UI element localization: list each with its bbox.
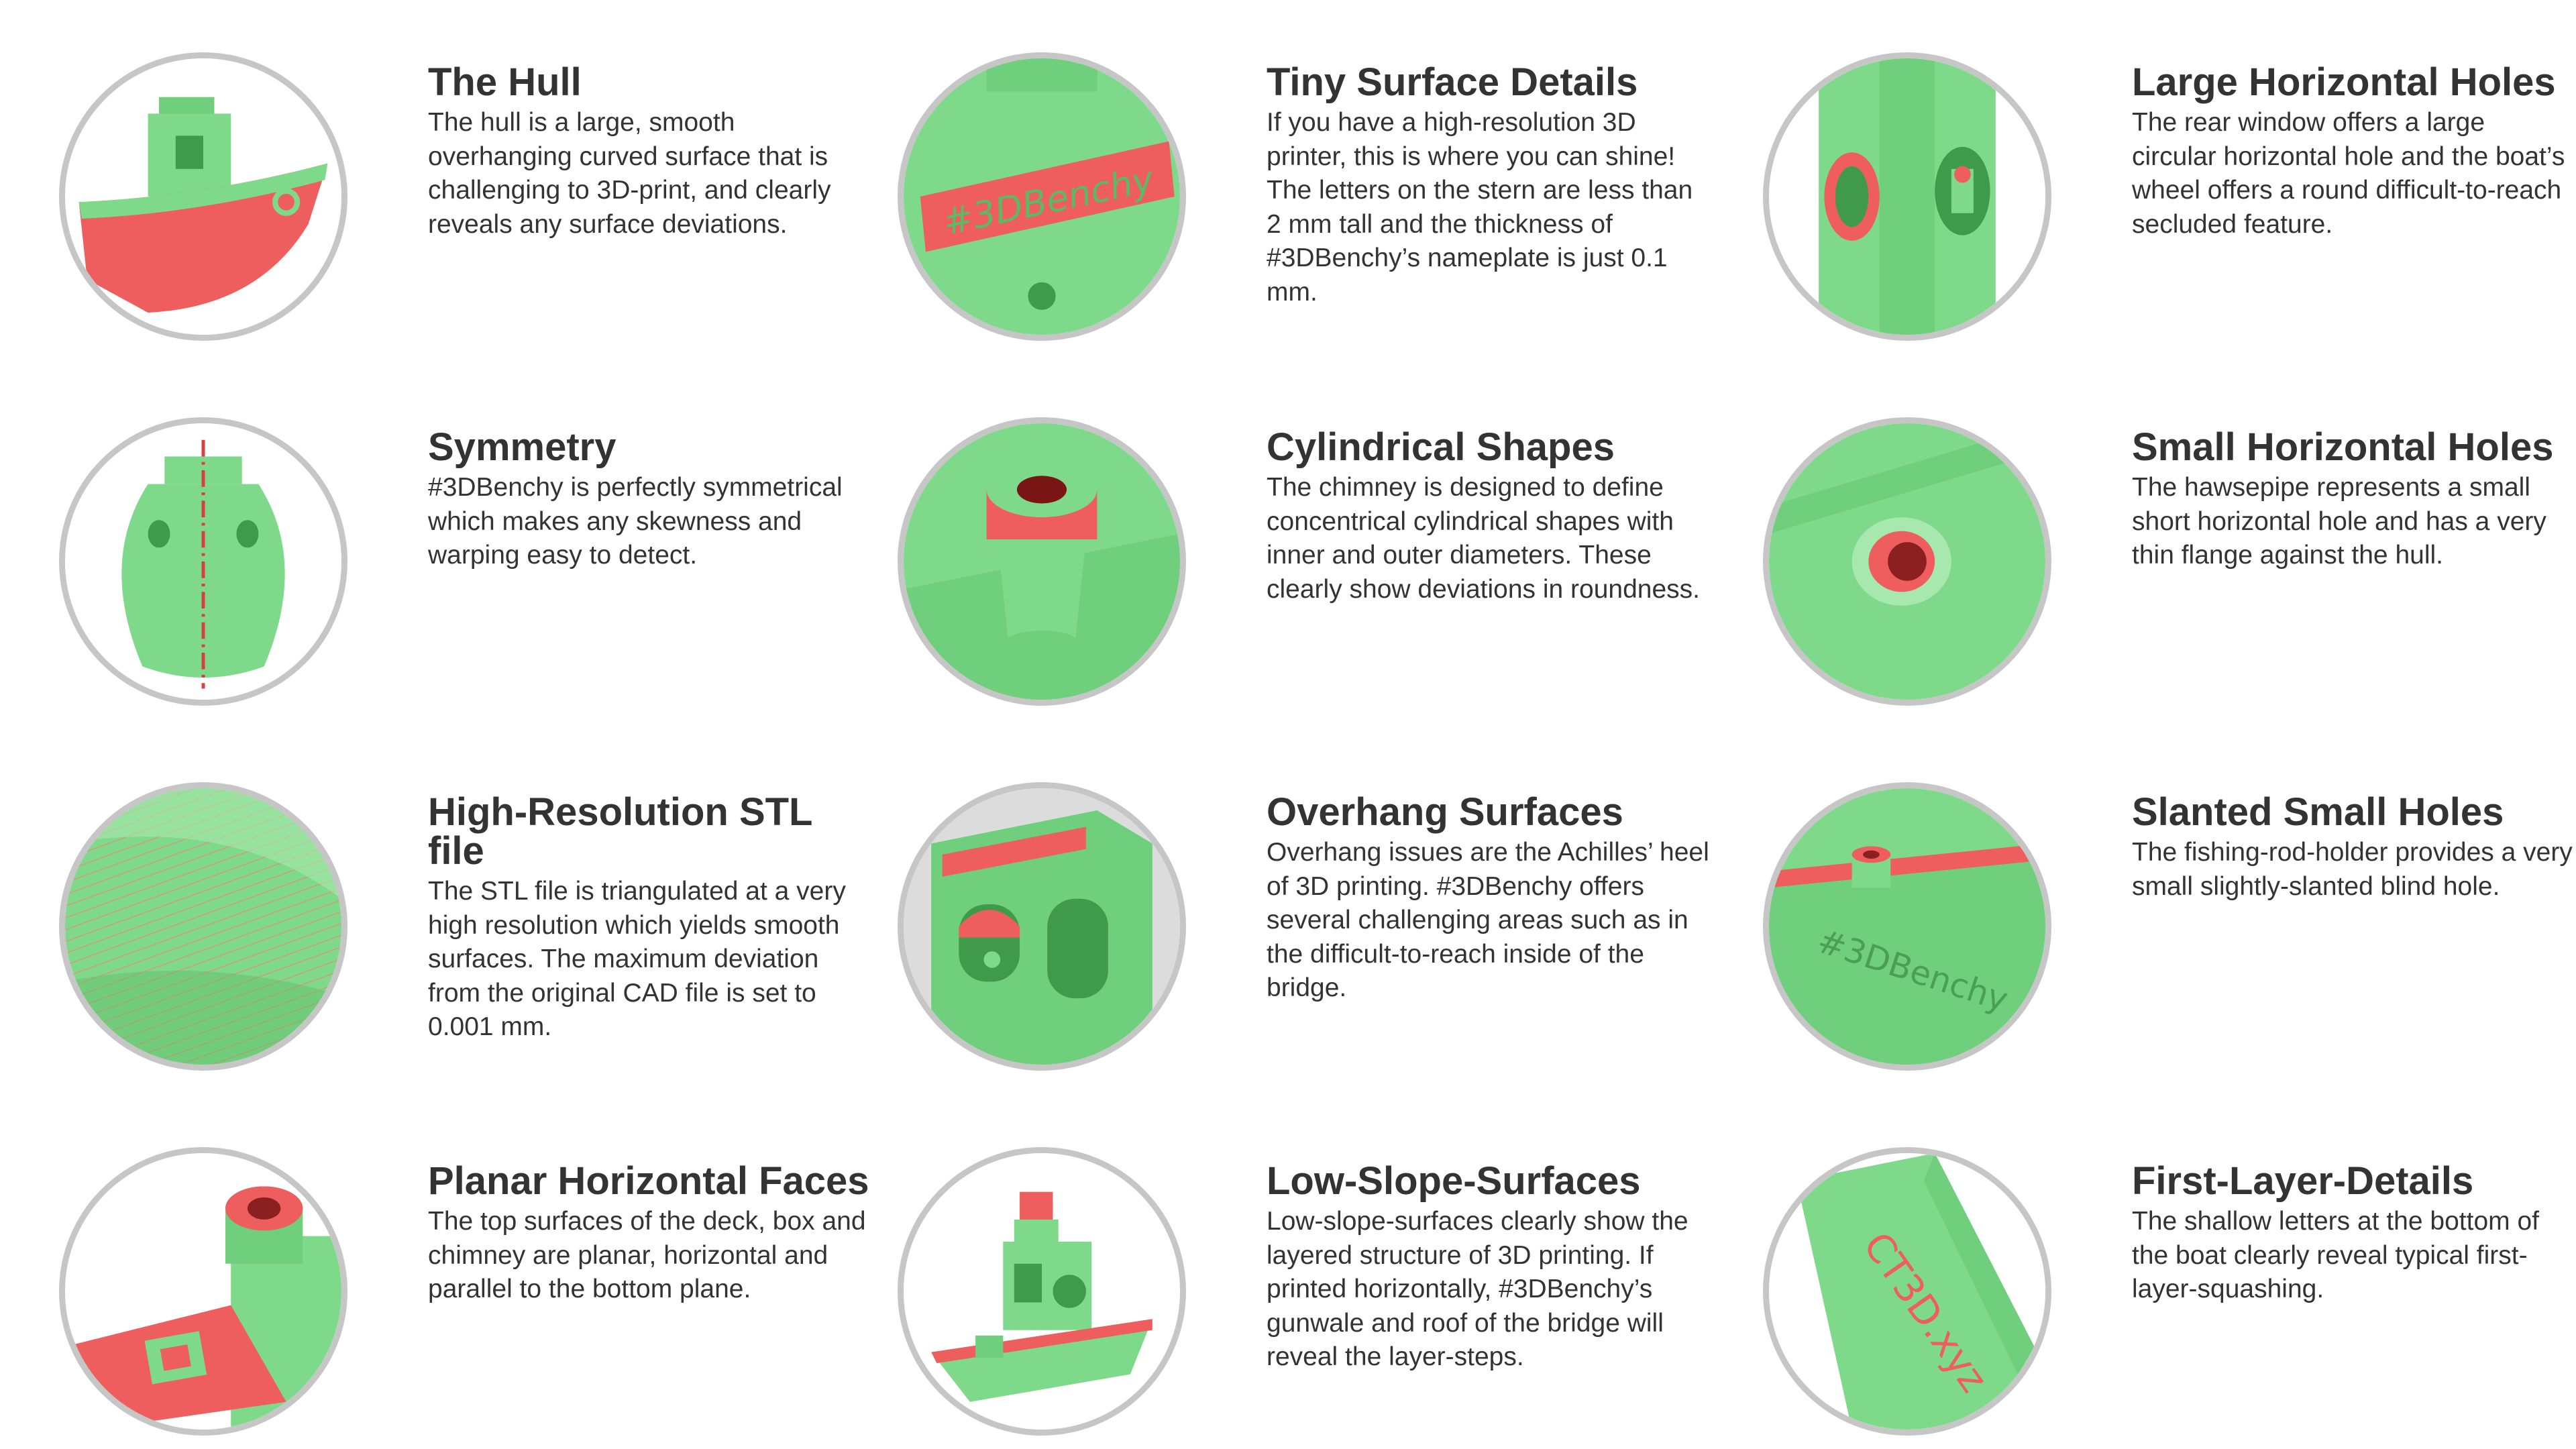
feature-description: Overhang issues are the Achilles’ heel o… xyxy=(1267,838,1709,1002)
nameplate-icon: #3DBenchy xyxy=(898,52,1186,341)
feature-description: #3DBenchy is perfectly symmetrical which… xyxy=(428,473,843,570)
feature-description: The STL file is triangulated at a very h… xyxy=(428,877,846,1041)
low-slope-icon xyxy=(898,1147,1186,1436)
feature-title: Cylindrical Shapes xyxy=(1267,425,1615,469)
chimney-icon xyxy=(898,417,1186,706)
feature-title: Tiny Surface Details xyxy=(1267,60,1638,104)
planar-faces-icon xyxy=(59,1147,347,1436)
feature-title: The Hull xyxy=(428,60,582,104)
mesh-icon xyxy=(59,782,347,1071)
first-layer-icon: CT3D.xyz xyxy=(1763,1147,2051,1436)
feature-title: High-Resolution STL file xyxy=(428,790,812,873)
feature-title: Symmetry xyxy=(428,425,616,469)
large-hole-icon xyxy=(1763,52,2051,341)
feature-title: Overhang Surfaces xyxy=(1267,790,1623,834)
slanted-hole-icon: #3DBenchy xyxy=(1763,782,2051,1071)
feature-title: Small Horizontal Holes xyxy=(2132,425,2554,469)
feature-title: Planar Horizontal Faces xyxy=(428,1159,869,1203)
hawsepipe-icon xyxy=(1763,417,2051,706)
feature-description: The shallow letters at the bottom of the… xyxy=(2132,1207,2539,1303)
hull-icon xyxy=(59,52,347,341)
feature-description: The fishing-rod-holder provides a very s… xyxy=(2132,838,2573,901)
symmetry-icon xyxy=(59,417,347,706)
feature-description: Low-slope-surfaces clearly show the laye… xyxy=(1267,1207,1688,1371)
feature-description: If you have a high-resolution 3D printer… xyxy=(1267,108,1693,307)
feature-title: First-Layer-Details xyxy=(2132,1159,2474,1203)
feature-description: The rear window offers a large circular … xyxy=(2132,108,2565,239)
overhang-icon xyxy=(898,782,1186,1071)
feature-title: Low-Slope-Surfaces xyxy=(1267,1159,1641,1203)
feature-description: The top surfaces of the deck, box and ch… xyxy=(428,1207,866,1303)
feature-title: Slanted Small Holes xyxy=(2132,790,2504,834)
feature-description: The chimney is designed to define concen… xyxy=(1267,473,1701,604)
feature-description: The hawsepipe represents a small short h… xyxy=(2132,473,2546,570)
feature-description: The hull is a large, smooth overhanging … xyxy=(428,108,831,239)
feature-title: Large Horizontal Holes xyxy=(2132,60,2556,104)
